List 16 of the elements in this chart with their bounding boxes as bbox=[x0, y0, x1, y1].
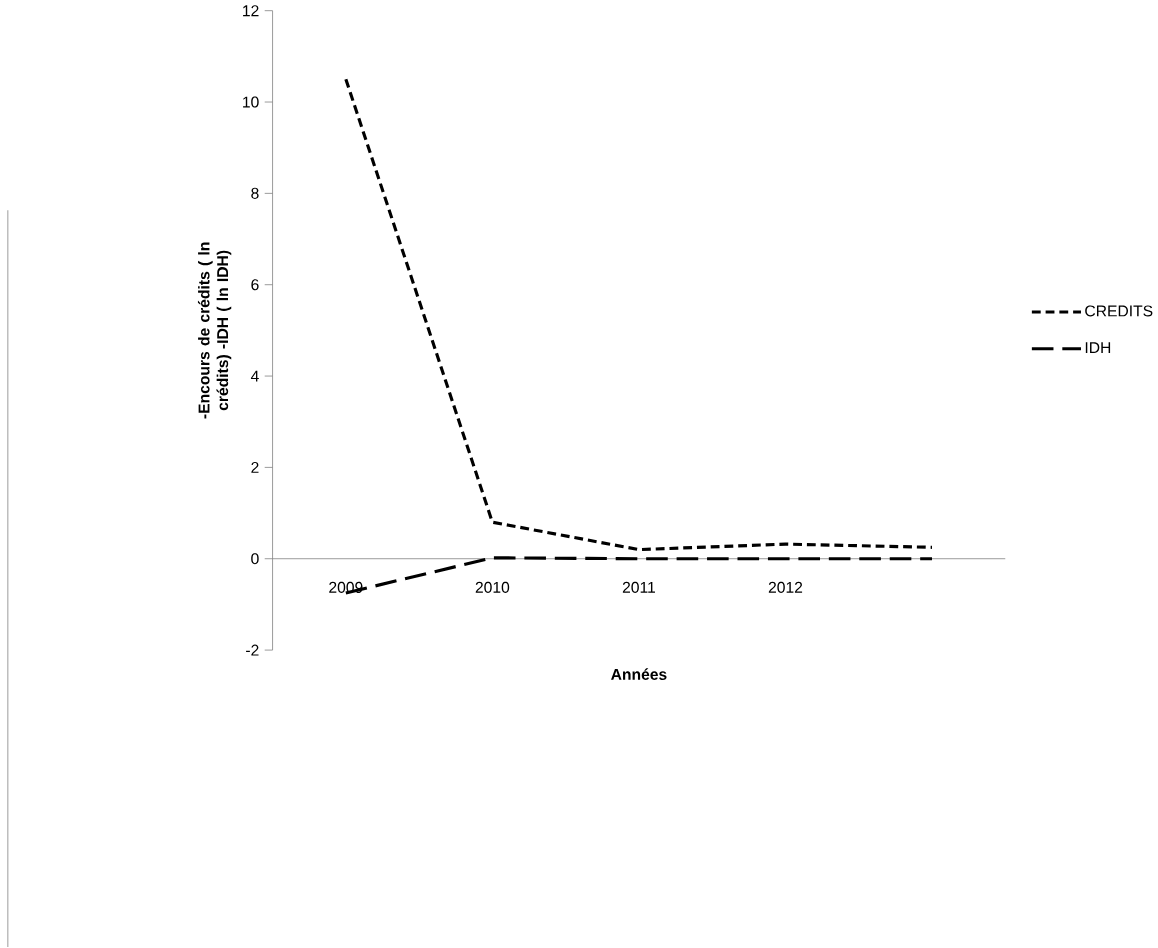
y-tick-label: 2 bbox=[251, 462, 259, 474]
y-tick-label: -2 bbox=[246, 644, 259, 656]
y-tick-label: 0 bbox=[251, 553, 259, 565]
y-tick-label: 6 bbox=[251, 279, 259, 291]
y-axis-title: -Encours de crédits ( ln crédits) -IDH ( ln IDH) bbox=[197, 242, 232, 419]
legend-label: IDH bbox=[1085, 342, 1111, 354]
x-tick-label: 2011 bbox=[622, 582, 655, 594]
x-tick-label: 2010 bbox=[475, 582, 510, 594]
x-axis-title: Années bbox=[611, 668, 667, 681]
x-tick-label: 2012 bbox=[768, 582, 803, 594]
legend-label: CREDITS bbox=[1085, 305, 1153, 317]
line-series bbox=[344, 77, 934, 552]
y-tick-label: 12 bbox=[243, 5, 259, 17]
y-tick-label: 10 bbox=[243, 96, 259, 108]
y-tick-label: 8 bbox=[251, 188, 259, 200]
y-tick-label: 4 bbox=[250, 370, 259, 382]
